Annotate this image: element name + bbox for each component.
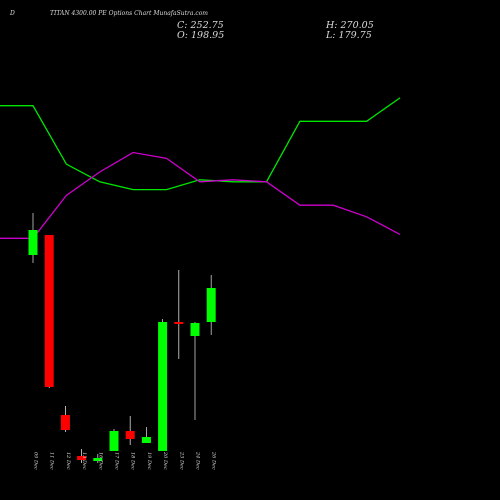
indicator-line-magenta bbox=[0, 151, 401, 239]
chart-title: TITAN 4300.00 PE Options Chart MunafaSut… bbox=[50, 10, 208, 17]
candle-body bbox=[77, 456, 87, 460]
date-tick-label: 17 Dec bbox=[114, 452, 120, 470]
candle-body bbox=[206, 288, 216, 322]
candle-body bbox=[174, 322, 184, 324]
indicator-line-green bbox=[0, 97, 401, 191]
candle-body bbox=[190, 323, 200, 336]
date-tick-label: 16 Dec bbox=[97, 452, 103, 470]
date-tick-label: 24 Dec bbox=[195, 451, 201, 470]
candle-body bbox=[44, 235, 54, 387]
date-tick-label: 20 Dec bbox=[162, 451, 168, 470]
candle-body bbox=[141, 437, 151, 443]
date-tick-label: 19 Dec bbox=[146, 452, 152, 470]
candle-body bbox=[125, 431, 135, 439]
header: D TITAN 4300.00 PE Options Chart MunafaS… bbox=[9, 10, 374, 41]
indicator-lines bbox=[0, 97, 401, 239]
date-tick-label: 13 Dec bbox=[81, 452, 87, 470]
date-tick-label: 12 Dec bbox=[65, 452, 71, 470]
low-label: L: 179.75 bbox=[325, 30, 372, 41]
open-label: O: 198.95 bbox=[177, 30, 224, 41]
candlesticks bbox=[28, 213, 216, 463]
candle-body bbox=[158, 322, 168, 451]
high-label: H: 270.05 bbox=[325, 20, 374, 31]
date-tick-label: 09 Dec bbox=[33, 452, 39, 470]
date-tick-label: 23 Dec bbox=[178, 451, 184, 470]
date-tick-label: 18 Dec bbox=[130, 452, 136, 470]
candle-body bbox=[28, 230, 38, 255]
date-axis: 09 Dec 11 Dec 12 Dec 13 Dec 16 Dec 17 Dec 18 D… bbox=[33, 451, 217, 470]
candle-body bbox=[60, 415, 70, 430]
date-tick-label: 26 Dec bbox=[211, 451, 217, 470]
chart-prefix: D bbox=[9, 10, 15, 17]
date-tick-label: 11 Dec bbox=[49, 452, 55, 470]
candle-body bbox=[93, 458, 103, 461]
close-label: C: 252.75 bbox=[177, 20, 224, 31]
candle-body bbox=[109, 431, 119, 451]
